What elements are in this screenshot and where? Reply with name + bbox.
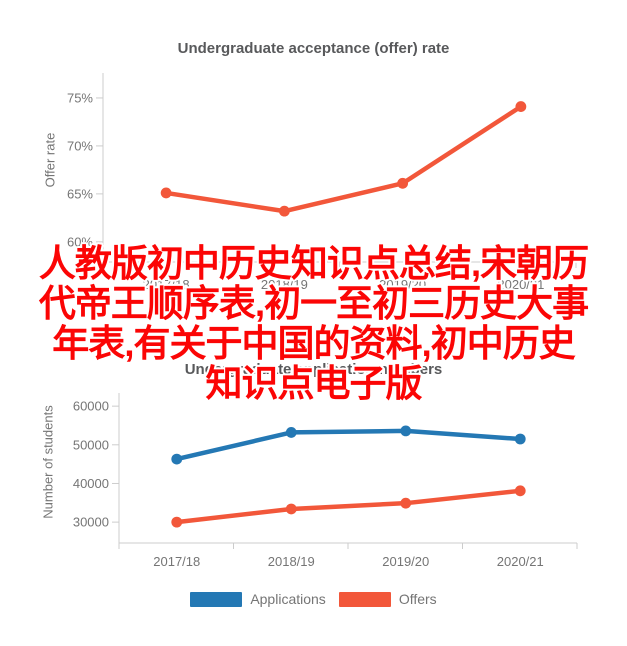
- x-tick-label: 2019/20: [382, 554, 429, 569]
- legend-item-offers[interactable]: Offers: [338, 591, 437, 607]
- overlay-line-2: 代帝王顺序表,初一至初三历史大事: [38, 283, 589, 324]
- applications-y-axis-label: Number of students: [40, 405, 56, 519]
- chinese-text-overlay: 人教版初中历史知识点总结,宋朝历 代帝王顺序表,初一至初三历史大事 年表,有关于…: [0, 244, 627, 404]
- data-point-offer-rate: [515, 101, 527, 112]
- series-line-applications: [174, 428, 523, 462]
- overlay-line-3: 年表,有关于中国的资料,初中历史: [52, 323, 576, 364]
- y-tick-label: 70%: [67, 138, 93, 153]
- data-point-applications: [514, 433, 526, 445]
- y-tick-label: 40000: [73, 476, 109, 491]
- legend-swatch-offers-icon: [338, 591, 391, 607]
- y-tick-label: 60000: [73, 399, 109, 414]
- x-tick-label: 2017/18: [153, 554, 200, 569]
- data-point-offer-rate: [160, 187, 172, 199]
- y-tick-label: 30000: [73, 515, 109, 530]
- offer-rate-y-axis-label: Offer rate: [42, 132, 58, 188]
- data-point-applications: [400, 425, 412, 437]
- legend-label-offers: Offers: [398, 591, 437, 607]
- series-line-offers: [174, 488, 523, 525]
- data-point-offers: [514, 485, 526, 497]
- legend-swatch-applications-icon: [190, 591, 243, 607]
- x-tick-label: 2017/18: [143, 277, 190, 292]
- data-point-offer-rate: [278, 205, 290, 217]
- y-tick-label: 60%: [67, 234, 93, 249]
- x-tick-label: 2019/20: [379, 277, 426, 292]
- x-tick-label: 2020/21: [497, 554, 544, 569]
- series-line-offer-rate: [163, 104, 524, 214]
- legend-label-applications: Applications: [250, 591, 326, 607]
- data-point-offer-rate: [397, 177, 409, 189]
- overlay-line-1: 人教版初中历史知识点总结,宋朝历: [38, 243, 589, 284]
- overlay-line-4: 知识点电子版: [205, 363, 423, 404]
- y-tick-label: 50000: [73, 437, 109, 452]
- y-tick-label: 75%: [67, 90, 93, 105]
- data-point-applications: [285, 427, 297, 438]
- x-tick-label: 2020/21: [497, 277, 544, 292]
- offer-rate-chart-title: Undergraduate acceptance (offer) rate: [177, 40, 450, 57]
- legend-item-applications[interactable]: Applications: [190, 591, 326, 607]
- applications-chart-title: Undergraduate application numbers: [184, 361, 443, 378]
- legend: Applications Offers: [0, 591, 627, 607]
- x-tick-label: 2018/19: [268, 554, 315, 569]
- data-point-offers: [285, 503, 297, 515]
- data-point-offers: [171, 516, 183, 528]
- x-tick-label: 2018/19: [261, 277, 308, 292]
- data-point-offers: [400, 497, 412, 509]
- y-tick-label: 65%: [67, 186, 93, 201]
- data-point-applications: [171, 453, 183, 465]
